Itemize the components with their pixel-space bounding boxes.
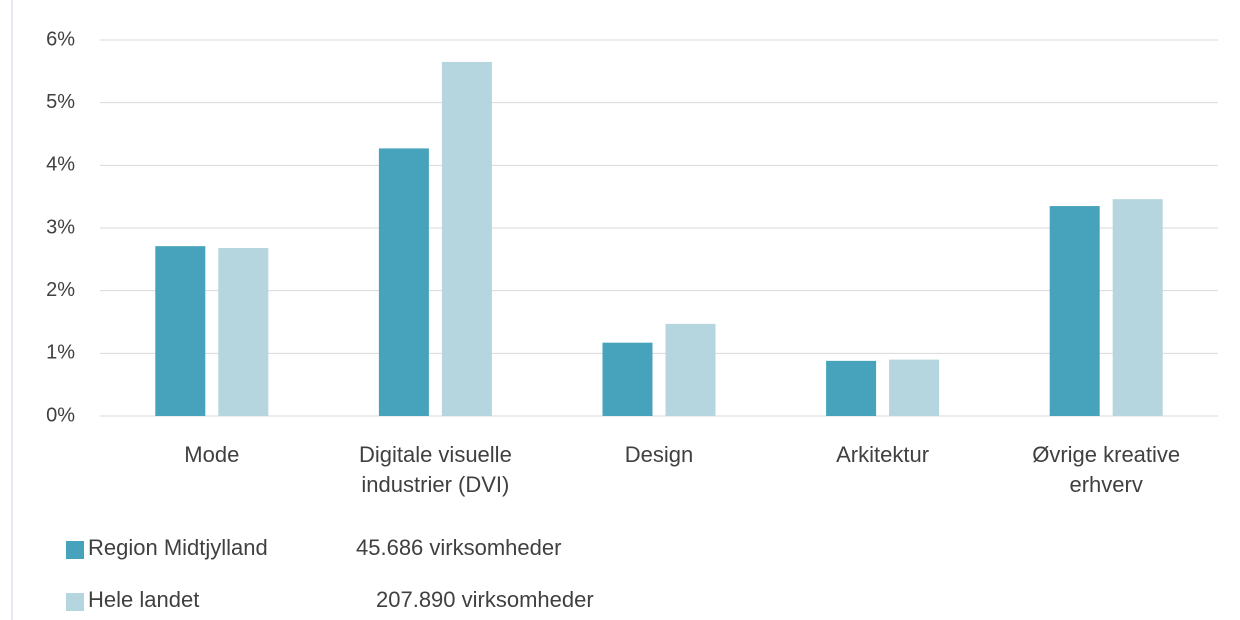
y-tick-label: 1% <box>46 342 75 364</box>
bar <box>378 148 429 416</box>
x-tick-label: Design <box>624 442 694 467</box>
bar <box>665 323 716 416</box>
bar <box>889 359 940 416</box>
legend-note: 45.686 virksomheder <box>356 535 562 560</box>
bar <box>1112 199 1163 416</box>
y-tick-label: 6% <box>46 28 75 50</box>
x-tick-label: Øvrige kreative erhverv <box>1032 442 1181 497</box>
bar <box>1049 206 1100 416</box>
bar <box>441 61 492 416</box>
bar <box>602 342 653 416</box>
x-tick-label: Arkitektur <box>836 442 930 467</box>
y-tick-label: 5% <box>46 91 75 113</box>
legend-swatch <box>66 593 84 611</box>
x-tick-label: Digitale visuelle industrier (DVI) <box>358 442 512 497</box>
legend-swatch <box>66 541 84 559</box>
x-tick-label: Mode <box>184 442 240 467</box>
y-tick-label: 2% <box>46 279 75 301</box>
y-tick-label: 4% <box>46 154 75 176</box>
bar <box>826 360 877 416</box>
legend-label: Region Midtjylland <box>88 535 268 560</box>
legend-label: Hele landet <box>88 587 200 612</box>
bar <box>218 248 269 416</box>
y-tick-label: 0% <box>46 404 75 426</box>
legend-note: 207.890 virksomheder <box>376 587 594 612</box>
y-tick-label: 3% <box>46 216 75 238</box>
bar <box>155 246 206 416</box>
